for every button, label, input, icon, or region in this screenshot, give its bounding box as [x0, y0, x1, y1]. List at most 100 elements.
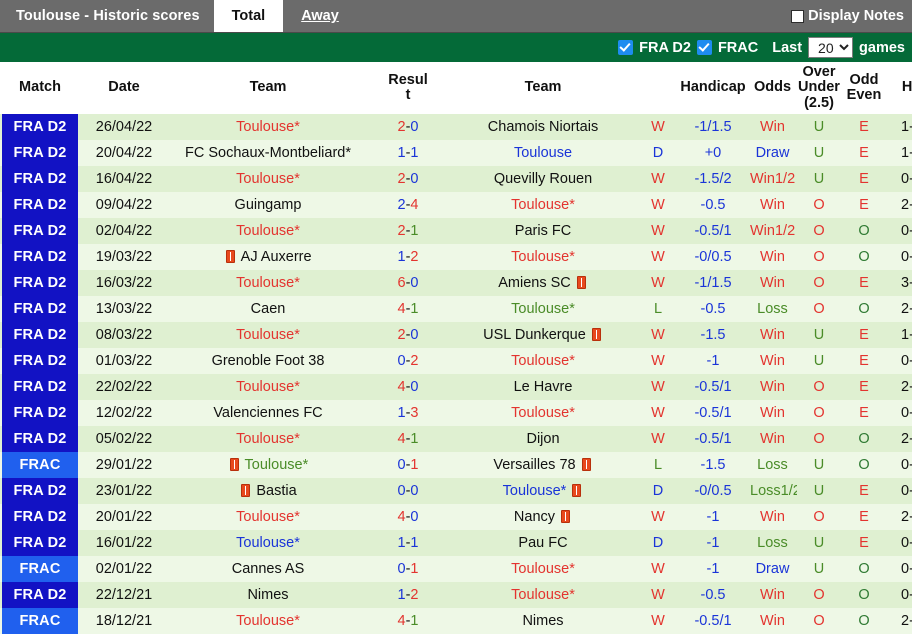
cell-wdl[interactable]: D	[638, 140, 678, 166]
cell-handicap[interactable]: -0.5/1	[678, 608, 748, 634]
cell-handicap[interactable]: -1	[678, 530, 748, 556]
cell-league[interactable]: FRA D2	[0, 530, 80, 556]
cell-date[interactable]: 02/01/22	[80, 556, 168, 582]
col-header-handicap[interactable]: Handicap	[678, 62, 748, 114]
table-row[interactable]: FRA D2 16/01/22 Toulouse* 1-1 Pau FC D -1 Loss U…	[0, 530, 912, 556]
cell-halftime[interactable]: 0-1	[887, 582, 912, 608]
cell-away-team[interactable]: USL Dunkerque	[448, 322, 638, 348]
cell-handicap[interactable]: -0.5	[678, 296, 748, 322]
cell-odd-even[interactable]: O	[841, 608, 887, 634]
cell-date[interactable]: 22/12/21	[80, 582, 168, 608]
cell-date[interactable]: 26/04/22	[80, 114, 168, 140]
cell-league[interactable]: FRA D2	[0, 400, 80, 426]
cell-date[interactable]: 22/02/22	[80, 374, 168, 400]
cell-odds[interactable]: Win	[748, 114, 797, 140]
cell-date[interactable]: 19/03/22	[80, 244, 168, 270]
cell-halftime[interactable]: 0-0	[887, 348, 912, 374]
cell-wdl[interactable]: W	[638, 374, 678, 400]
cell-home-team[interactable]: Toulouse*	[168, 426, 368, 452]
cell-over-under-25[interactable]: O	[797, 296, 841, 322]
cell-handicap[interactable]: -1.5	[678, 322, 748, 348]
cell-odds[interactable]: Win	[748, 426, 797, 452]
cell-result[interactable]: 4-1	[368, 296, 448, 322]
cell-handicap[interactable]: -0.5/1	[678, 218, 748, 244]
cell-wdl[interactable]: W	[638, 270, 678, 296]
cell-halftime[interactable]: 1-0	[887, 140, 912, 166]
cell-away-team[interactable]: Le Havre	[448, 374, 638, 400]
cell-odd-even[interactable]: E	[841, 270, 887, 296]
cell-wdl[interactable]: D	[638, 530, 678, 556]
cell-wdl[interactable]: W	[638, 582, 678, 608]
cell-home-team[interactable]: Caen	[168, 296, 368, 322]
cell-league[interactable]: FRA D2	[0, 374, 80, 400]
cell-halftime[interactable]: 2-0	[887, 504, 912, 530]
league-badge[interactable]: FRAC	[2, 556, 78, 582]
cell-handicap[interactable]: -1	[678, 504, 748, 530]
cell-home-team[interactable]: Bastia	[168, 478, 368, 504]
cell-result[interactable]: 0-2	[368, 348, 448, 374]
cell-odd-even[interactable]: O	[841, 218, 887, 244]
cell-odds[interactable]: Win	[748, 504, 797, 530]
cell-handicap[interactable]: -1/1.5	[678, 270, 748, 296]
col-header-ht[interactable]: HT	[887, 62, 912, 114]
cell-date[interactable]: 16/04/22	[80, 166, 168, 192]
cell-away-team[interactable]: Nimes	[448, 608, 638, 634]
cell-league[interactable]: FRA D2	[0, 166, 80, 192]
cell-odds[interactable]: Loss1/2	[748, 478, 797, 504]
table-row[interactable]: FRA D2 09/04/22 Guingamp 2-4 Toulouse* W -0.5 W…	[0, 192, 912, 218]
league-badge[interactable]: FRA D2	[2, 296, 78, 322]
cell-date[interactable]: 18/12/21	[80, 608, 168, 634]
league-badge[interactable]: FRA D2	[2, 322, 78, 348]
cell-league[interactable]: FRA D2	[0, 504, 80, 530]
cell-result[interactable]: 2-0	[368, 114, 448, 140]
cell-away-team[interactable]: Chamois Niortais	[448, 114, 638, 140]
cell-odd-even[interactable]: O	[841, 452, 887, 478]
cell-result[interactable]: 6-0	[368, 270, 448, 296]
cell-league[interactable]: FRAC	[0, 608, 80, 634]
cell-odd-even[interactable]: E	[841, 348, 887, 374]
cell-result[interactable]: 1-1	[368, 530, 448, 556]
cell-result[interactable]: 2-0	[368, 166, 448, 192]
cell-halftime[interactable]: 0-0	[887, 530, 912, 556]
table-row[interactable]: FRA D2 22/02/22 Toulouse* 4-0 Le Havre W -0.5/…	[0, 374, 912, 400]
cell-league[interactable]: FRAC	[0, 452, 80, 478]
note-indicator-icon[interactable]	[229, 458, 239, 471]
cell-date[interactable]: 13/03/22	[80, 296, 168, 322]
cell-over-under-25[interactable]: U	[797, 478, 841, 504]
cell-away-team[interactable]: Versailles 78	[448, 452, 638, 478]
table-row[interactable]: FRA D2 20/04/22 FC Sochaux-Montbeliard* 1-1…	[0, 140, 912, 166]
cell-handicap[interactable]: -0/0.5	[678, 478, 748, 504]
cell-home-team[interactable]: Toulouse*	[168, 608, 368, 634]
display-notes-checkbox[interactable]	[791, 9, 805, 23]
table-row[interactable]: FRA D2 23/01/22 Bastia 0-0 Toulouse* D -0/0.…	[0, 478, 912, 504]
cell-result[interactable]: 4-1	[368, 426, 448, 452]
cell-wdl[interactable]: L	[638, 452, 678, 478]
cell-odd-even[interactable]: E	[841, 400, 887, 426]
cell-halftime[interactable]: 1-0	[887, 322, 912, 348]
cell-away-team[interactable]: Toulouse	[448, 140, 638, 166]
table-row[interactable]: FRA D2 20/01/22 Toulouse* 4-0 Nancy W -1 Win O E…	[0, 504, 912, 530]
cell-home-team[interactable]: FC Sochaux-Montbeliard*	[168, 140, 368, 166]
league-badge[interactable]: FRA D2	[2, 348, 78, 374]
cell-odd-even[interactable]: E	[841, 322, 887, 348]
league-badge[interactable]: FRA D2	[2, 530, 78, 556]
cell-result[interactable]: 1-1	[368, 140, 448, 166]
cell-away-team[interactable]: Paris FC	[448, 218, 638, 244]
cell-handicap[interactable]: +0	[678, 140, 748, 166]
league-badge[interactable]: FRA D2	[2, 244, 78, 270]
cell-wdl[interactable]: W	[638, 556, 678, 582]
cell-league[interactable]: FRA D2	[0, 114, 80, 140]
tab-total[interactable]: Total	[213, 0, 284, 32]
cell-date[interactable]: 01/03/22	[80, 348, 168, 374]
cell-handicap[interactable]: -1.5	[678, 452, 748, 478]
cell-away-team[interactable]: Toulouse*	[448, 478, 638, 504]
checkbox-fra-d2[interactable]	[618, 40, 634, 55]
note-indicator-icon[interactable]	[576, 276, 586, 289]
league-badge[interactable]: FRA D2	[2, 400, 78, 426]
cell-date[interactable]: 23/01/22	[80, 478, 168, 504]
cell-over-under-25[interactable]: O	[797, 608, 841, 634]
cell-league[interactable]: FRA D2	[0, 244, 80, 270]
cell-odds[interactable]: Win	[748, 374, 797, 400]
cell-wdl[interactable]: W	[638, 608, 678, 634]
cell-home-team[interactable]: Toulouse*	[168, 270, 368, 296]
